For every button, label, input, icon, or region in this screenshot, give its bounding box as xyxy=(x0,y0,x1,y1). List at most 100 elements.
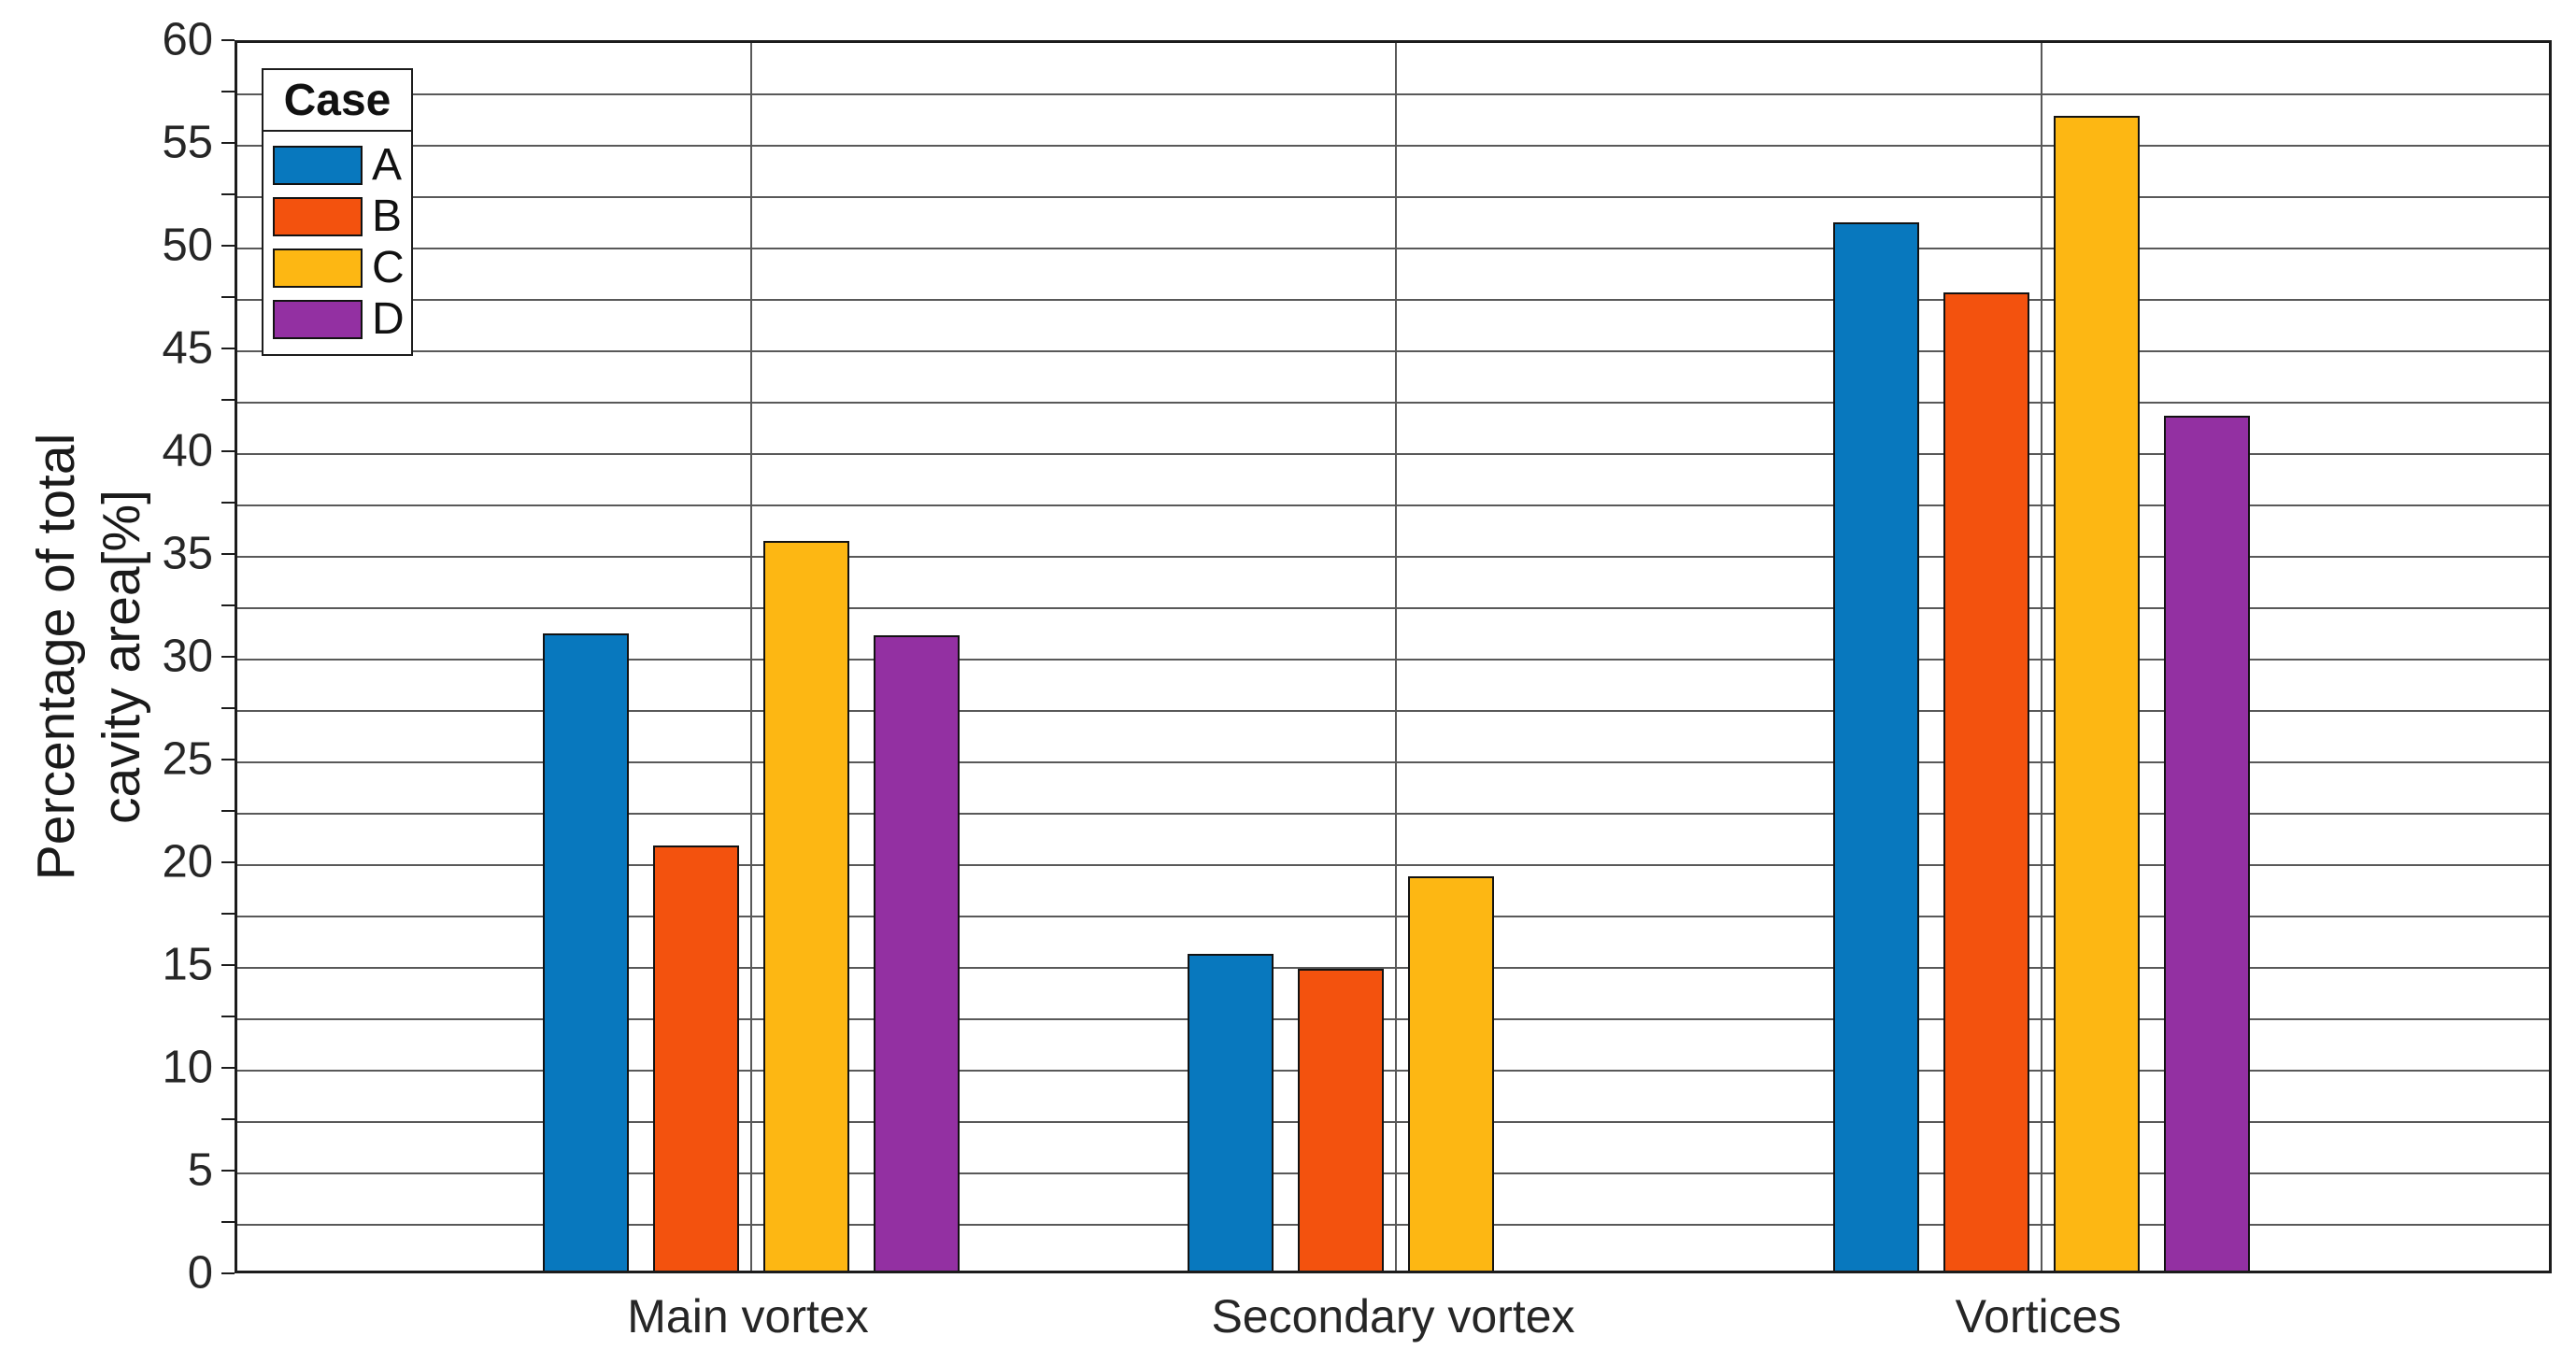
legend-swatch-b xyxy=(273,196,363,236)
y-tick-label: 55 xyxy=(162,117,213,168)
horizontal-gridline xyxy=(237,659,2549,661)
bar-layer xyxy=(237,43,2549,1271)
horizontal-gridline xyxy=(237,967,2549,969)
y-tick-mark xyxy=(221,193,235,195)
y-tick-mark xyxy=(221,502,235,504)
horizontal-gridline xyxy=(237,864,2549,866)
y-tick-mark xyxy=(221,39,235,41)
horizontal-gridline xyxy=(237,145,2549,147)
bar-b-vortices xyxy=(1943,291,2029,1271)
y-tick-label: 25 xyxy=(162,733,213,785)
legend-label: A xyxy=(372,139,403,190)
y-tick-mark xyxy=(221,1067,235,1069)
y-tick-mark xyxy=(221,450,235,452)
horizontal-gridline xyxy=(237,556,2549,558)
horizontal-gridline xyxy=(237,402,2549,404)
y-axis-tick-labels: 0 5 10 15 20 25 30 35 40 45 50 55 60 xyxy=(0,17,213,1296)
y-tick-mark xyxy=(221,861,235,863)
y-tick-mark xyxy=(221,91,235,92)
legend-swatch-c xyxy=(273,248,363,288)
legend-item-a: A xyxy=(273,139,411,190)
grid-layer xyxy=(237,43,2549,1271)
bar-b-main-vortex xyxy=(652,845,739,1271)
vertical-gridline xyxy=(2040,43,2042,1271)
y-tick-mark xyxy=(221,810,235,812)
y-tick-mark xyxy=(221,707,235,709)
horizontal-gridline xyxy=(237,813,2549,815)
horizontal-gridline xyxy=(237,761,2549,763)
y-tick-label: 15 xyxy=(162,939,213,990)
y-tick-mark xyxy=(221,656,235,658)
bar-d-main-vortex xyxy=(873,635,960,1271)
x-tick-label-main-vortex: Main vortex xyxy=(627,1290,869,1343)
legend-item-b: B xyxy=(273,191,411,241)
horizontal-gridline xyxy=(237,1121,2549,1123)
y-tick-mark xyxy=(221,1221,235,1223)
y-tick-mark xyxy=(221,348,235,349)
legend-swatch-a xyxy=(273,145,363,185)
y-tick-mark xyxy=(221,1170,235,1172)
vertical-gridline xyxy=(749,43,752,1271)
horizontal-gridline xyxy=(237,710,2549,712)
y-tick-mark xyxy=(221,1016,235,1017)
y-tick-label: 60 xyxy=(162,14,213,65)
legend-swatch-d xyxy=(273,299,363,339)
y-tick-mark xyxy=(221,296,235,298)
y-tick-label: 20 xyxy=(162,836,213,888)
y-tick-mark xyxy=(221,604,235,606)
y-tick-mark xyxy=(221,245,235,247)
horizontal-gridline xyxy=(237,1070,2549,1072)
legend-item-d: D xyxy=(273,293,411,344)
horizontal-gridline xyxy=(237,916,2549,917)
bar-a-vortices xyxy=(1832,222,1919,1271)
vertical-gridline xyxy=(1395,43,1397,1271)
legend-title: Case xyxy=(263,70,411,132)
y-tick-mark xyxy=(221,1272,235,1274)
legend-item-c: C xyxy=(273,242,411,292)
horizontal-gridline xyxy=(237,299,2549,301)
y-tick-label: 30 xyxy=(162,631,213,682)
bar-c-secondary-vortex xyxy=(1408,875,1494,1271)
horizontal-gridline xyxy=(237,504,2549,506)
x-tick-label-secondary-vortex: Secondary vortex xyxy=(1211,1290,1575,1343)
horizontal-gridline xyxy=(237,93,2549,95)
x-tick-label-vortices: Vortices xyxy=(1955,1290,2122,1343)
legend-label: D xyxy=(372,293,405,344)
y-tick-mark xyxy=(221,399,235,401)
legend-label: B xyxy=(372,191,403,241)
bar-c-vortices xyxy=(2053,115,2140,1271)
y-tick-mark xyxy=(221,964,235,966)
horizontal-gridline xyxy=(237,350,2549,352)
y-tick-label: 40 xyxy=(162,425,213,476)
horizontal-gridline xyxy=(237,248,2549,249)
y-tick-label: 10 xyxy=(162,1042,213,1093)
horizontal-gridline xyxy=(237,453,2549,455)
horizontal-gridline xyxy=(237,1224,2549,1226)
bar-b-secondary-vortex xyxy=(1298,968,1384,1271)
horizontal-gridline xyxy=(237,1172,2549,1174)
horizontal-gridline xyxy=(237,196,2549,198)
y-tick-label: 50 xyxy=(162,220,213,271)
horizontal-gridline xyxy=(237,607,2549,609)
y-axis-tick-marks xyxy=(221,39,235,1274)
y-tick-label: 35 xyxy=(162,528,213,579)
y-tick-mark xyxy=(221,142,235,144)
legend-label: C xyxy=(372,242,405,292)
y-tick-mark xyxy=(221,1118,235,1120)
y-tick-label: 45 xyxy=(162,322,213,374)
bar-c-main-vortex xyxy=(762,541,849,1271)
y-tick-mark xyxy=(221,553,235,555)
x-axis-tick-labels: Main vortex Secondary vortex Vortices xyxy=(235,1293,2552,1358)
y-tick-label: 0 xyxy=(187,1247,213,1299)
horizontal-gridline xyxy=(237,1018,2549,1020)
y-tick-mark xyxy=(221,759,235,760)
y-tick-label: 5 xyxy=(187,1144,213,1196)
bar-a-secondary-vortex xyxy=(1188,954,1274,1271)
y-tick-mark xyxy=(221,913,235,915)
bar-a-main-vortex xyxy=(542,633,629,1271)
bar-d-vortices xyxy=(2163,415,2250,1271)
